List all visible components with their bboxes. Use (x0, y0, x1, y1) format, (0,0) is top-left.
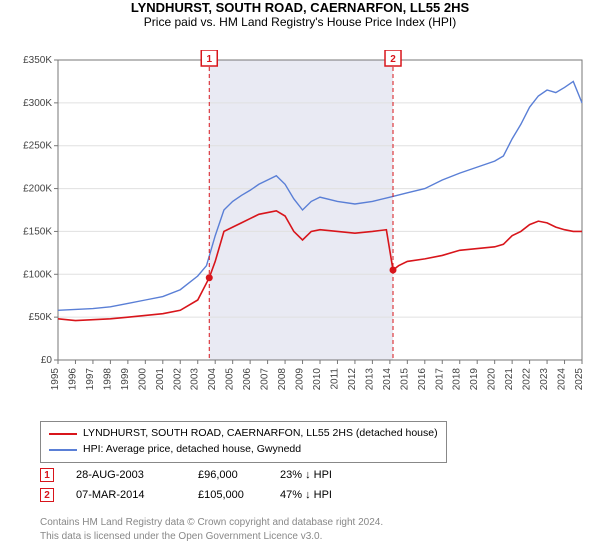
svg-text:2013: 2013 (364, 368, 375, 391)
event-price-2: £105,000 (198, 489, 258, 501)
event-marker-1: 1 (40, 468, 54, 482)
event-date-2: 07-MAR-2014 (76, 489, 176, 501)
svg-text:2024: 2024 (557, 368, 568, 391)
svg-text:2002: 2002 (172, 368, 183, 391)
svg-text:£0: £0 (41, 355, 53, 366)
svg-text:2020: 2020 (487, 368, 498, 391)
footer: Contains HM Land Registry data © Crown c… (40, 516, 383, 543)
svg-text:2018: 2018 (452, 368, 463, 391)
event-row-1: 1 28-AUG-2003 £96,000 23% ↓ HPI (40, 468, 332, 482)
svg-text:2004: 2004 (207, 368, 218, 391)
svg-text:£300K: £300K (23, 98, 52, 109)
svg-text:2025: 2025 (574, 368, 585, 391)
svg-text:2011: 2011 (329, 368, 340, 390)
legend-swatch-hpi (49, 449, 77, 451)
event-row-2: 2 07-MAR-2014 £105,000 47% ↓ HPI (40, 488, 332, 502)
svg-text:£150K: £150K (23, 226, 52, 237)
svg-text:2007: 2007 (260, 368, 271, 391)
event-list: 1 28-AUG-2003 £96,000 23% ↓ HPI 2 07-MAR… (40, 468, 332, 508)
svg-text:£200K: £200K (23, 184, 52, 195)
event-date-1: 28-AUG-2003 (76, 469, 176, 481)
legend-label-hpi: HPI: Average price, detached house, Gwyn… (83, 442, 301, 458)
legend-swatch-property (49, 433, 77, 435)
svg-text:2010: 2010 (312, 368, 323, 391)
svg-text:2023: 2023 (539, 368, 550, 391)
svg-text:1997: 1997 (85, 368, 96, 391)
svg-text:2009: 2009 (295, 368, 306, 391)
svg-text:2015: 2015 (399, 368, 410, 391)
svg-text:2001: 2001 (155, 368, 166, 391)
svg-text:1995: 1995 (50, 368, 61, 391)
svg-text:2022: 2022 (522, 368, 533, 391)
legend-row-property: LYNDHURST, SOUTH ROAD, CAERNARFON, LL55 … (49, 426, 438, 442)
svg-text:2: 2 (390, 54, 396, 65)
chart-title: LYNDHURST, SOUTH ROAD, CAERNARFON, LL55 … (0, 0, 600, 15)
svg-text:2019: 2019 (469, 368, 480, 391)
svg-text:2021: 2021 (504, 368, 515, 391)
chart: £0 £50K £100K £150K £200K £250K £300K £350K 1995… (10, 50, 590, 410)
event-price-1: £96,000 (198, 469, 258, 481)
svg-text:2017: 2017 (434, 368, 445, 391)
svg-text:£250K: £250K (23, 141, 52, 152)
svg-text:2014: 2014 (382, 368, 393, 391)
event-marker-2: 2 (40, 488, 54, 502)
event-diff-2: 47% ↓ HPI (280, 489, 332, 501)
svg-text:2003: 2003 (190, 368, 201, 391)
svg-text:1999: 1999 (120, 368, 131, 391)
svg-text:1998: 1998 (102, 368, 113, 391)
svg-text:1: 1 (206, 54, 212, 65)
svg-text:2005: 2005 (225, 368, 236, 391)
svg-text:2000: 2000 (137, 368, 148, 391)
svg-text:1996: 1996 (67, 368, 78, 391)
svg-text:2006: 2006 (242, 368, 253, 391)
legend: LYNDHURST, SOUTH ROAD, CAERNARFON, LL55 … (40, 421, 447, 463)
footer-line2: This data is licensed under the Open Gov… (40, 530, 383, 544)
svg-text:£100K: £100K (23, 269, 52, 280)
legend-row-hpi: HPI: Average price, detached house, Gwyn… (49, 442, 438, 458)
event-diff-1: 23% ↓ HPI (280, 469, 332, 481)
chart-svg: £0 £50K £100K £150K £200K £250K £300K £350K 1995… (10, 50, 590, 410)
chart-subtitle: Price paid vs. HM Land Registry's House … (0, 15, 600, 29)
svg-text:2008: 2008 (277, 368, 288, 391)
svg-text:2012: 2012 (347, 368, 358, 391)
svg-text:£50K: £50K (29, 312, 53, 323)
footer-line1: Contains HM Land Registry data © Crown c… (40, 516, 383, 530)
legend-label-property: LYNDHURST, SOUTH ROAD, CAERNARFON, LL55 … (83, 426, 438, 442)
svg-text:2016: 2016 (417, 368, 428, 391)
svg-text:£350K: £350K (23, 55, 52, 66)
